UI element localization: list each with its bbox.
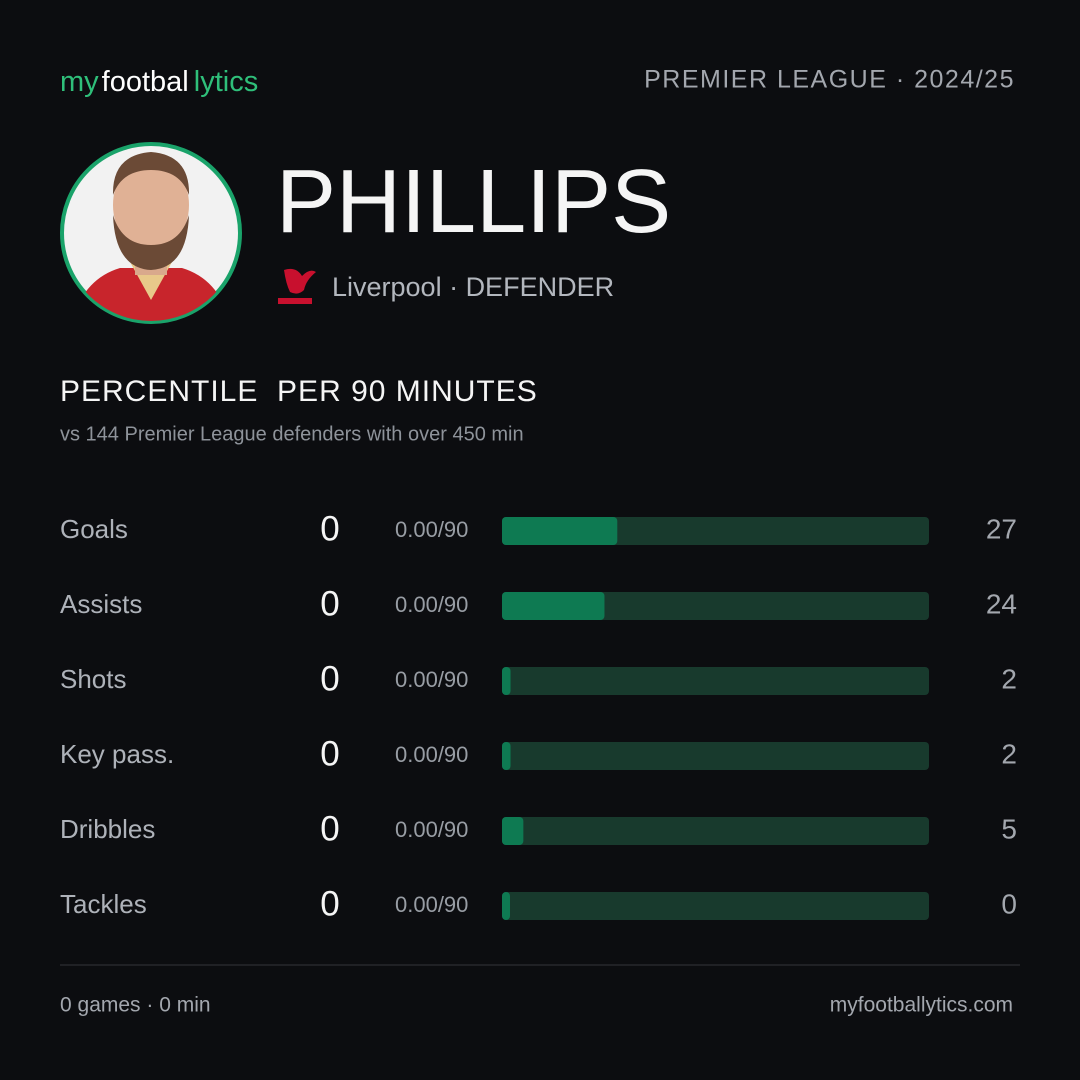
stat-label: Dribbles <box>60 814 155 844</box>
percentile: 0 <box>1001 888 1017 919</box>
section-subtitle: vs 144 Premier League defenders with ove… <box>60 423 524 445</box>
stat-count: 0 <box>320 734 339 773</box>
bar <box>502 517 618 545</box>
footer-site: myfootballytics.com <box>830 994 1013 1017</box>
logo-part: lytics <box>194 66 258 98</box>
bar <box>502 667 511 695</box>
bar <box>502 817 524 845</box>
stat-rate: 0.00/90 <box>395 517 468 542</box>
bar-track <box>502 892 929 920</box>
avatar <box>60 142 242 324</box>
face <box>113 157 189 253</box>
percentile: 24 <box>986 588 1017 619</box>
bar-track <box>502 667 929 695</box>
section-title: PERCENTILE PER 90 MINUTES <box>60 375 538 408</box>
league: PREMIER LEAGUE · 2024/25 <box>644 66 1015 94</box>
stat-rate: 0.00/90 <box>395 592 468 617</box>
hair <box>112 152 190 195</box>
stat-label: Goals <box>60 514 128 544</box>
bar-track <box>502 742 929 770</box>
stat-count: 0 <box>320 809 339 848</box>
stat-count: 0 <box>320 509 339 548</box>
bar <box>502 742 511 770</box>
stat-label: Key pass. <box>60 739 174 769</box>
bar <box>502 592 605 620</box>
stat-label: Shots <box>60 664 127 694</box>
crest-base <box>278 298 312 304</box>
bar <box>502 892 510 920</box>
crest-bird <box>284 268 316 294</box>
stat-rows: Goals 0 0.00/90 27 Assists 0 0.00/90 24 Shots 0 0.… <box>60 509 1017 923</box>
percentile: 5 <box>1001 813 1017 844</box>
club-line: Liverpool · DEFENDER <box>332 272 614 302</box>
percentile: 2 <box>1001 663 1017 694</box>
footer-summary: 0 games · 0 min <box>60 994 211 1017</box>
stat-rate: 0.00/90 <box>395 817 468 842</box>
beard <box>113 215 189 270</box>
stat-label: Assists <box>60 589 142 619</box>
bar-track <box>502 817 929 845</box>
logo: my footbal lytics <box>60 66 258 98</box>
percentile: 27 <box>986 513 1017 544</box>
stat-count: 0 <box>320 884 339 923</box>
bar-track <box>502 592 929 620</box>
stat-count: 0 <box>320 584 339 623</box>
club-crest <box>278 268 316 304</box>
stat-rate: 0.00/90 <box>395 667 468 692</box>
logo-part: footbal <box>102 66 189 98</box>
logo-part: my <box>60 66 99 98</box>
percentile: 2 <box>1001 738 1017 769</box>
stat-rate: 0.00/90 <box>395 892 468 917</box>
stat-label: Tackles <box>60 889 147 919</box>
player-name: PHILLIPS <box>276 152 671 252</box>
stat-count: 0 <box>320 659 339 698</box>
stat-rate: 0.00/90 <box>395 742 468 767</box>
